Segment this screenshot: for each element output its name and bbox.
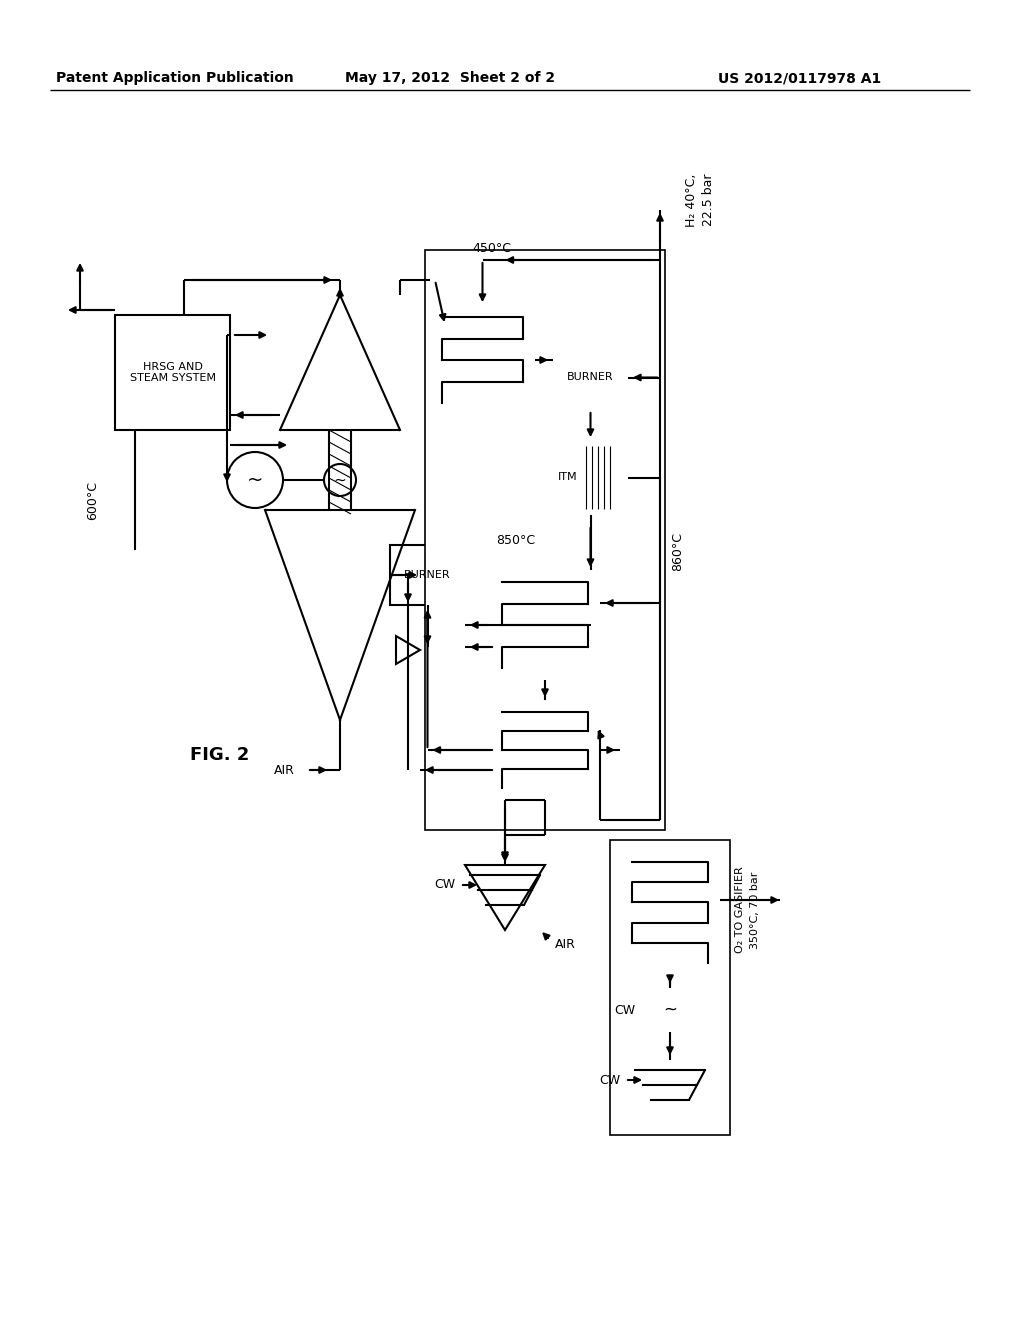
Text: H₂ 40°C,: H₂ 40°C, [685,173,698,227]
Text: AIR: AIR [555,939,575,952]
Text: HRSG AND
STEAM SYSTEM: HRSG AND STEAM SYSTEM [129,362,215,383]
Text: 350°C, 70 bar: 350°C, 70 bar [750,871,760,949]
Text: CW: CW [613,1003,635,1016]
Text: BURNER: BURNER [404,570,451,579]
Bar [430,305,535,414]
Circle shape [648,987,692,1032]
Bar [425,249,665,830]
Text: AIR: AIR [274,763,295,776]
Text: ~: ~ [663,1001,677,1019]
Bar [115,315,230,430]
Bar [553,440,628,515]
Text: ~: ~ [247,470,263,490]
Bar [610,840,730,1135]
Circle shape [324,465,356,496]
Bar [490,700,600,800]
Bar [583,445,623,510]
Text: 22.5 bar: 22.5 bar [701,174,715,226]
Text: FIG. 2: FIG. 2 [190,746,250,764]
Text: 450°C: 450°C [472,242,512,255]
Bar [490,570,600,680]
Text: O₂ TO GASIFIER: O₂ TO GASIFIER [735,867,745,953]
Text: ITM: ITM [558,473,578,483]
Text: 600°C: 600°C [86,480,99,520]
Text: US 2012/0117978 A1: US 2012/0117978 A1 [719,71,882,84]
Text: BURNER: BURNER [567,372,613,383]
Text: 860°C: 860°C [672,532,684,570]
Text: CW: CW [599,1073,620,1086]
Text: Patent Application Publication: Patent Application Publication [56,71,294,84]
Text: CW: CW [434,879,455,891]
Text: May 17, 2012  Sheet 2 of 2: May 17, 2012 Sheet 2 of 2 [345,71,555,84]
Text: 850°C: 850°C [496,533,535,546]
Circle shape [227,451,283,508]
Bar [390,545,465,605]
Bar [553,345,628,411]
Text: ~: ~ [334,473,346,487]
Bar [620,850,720,975]
